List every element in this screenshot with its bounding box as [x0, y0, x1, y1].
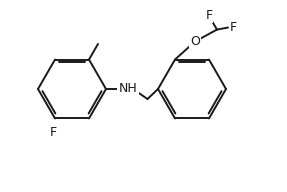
Text: F: F: [49, 127, 57, 139]
Text: F: F: [205, 9, 213, 22]
Text: NH: NH: [119, 83, 137, 95]
Text: O: O: [190, 35, 200, 48]
Text: F: F: [229, 21, 236, 34]
